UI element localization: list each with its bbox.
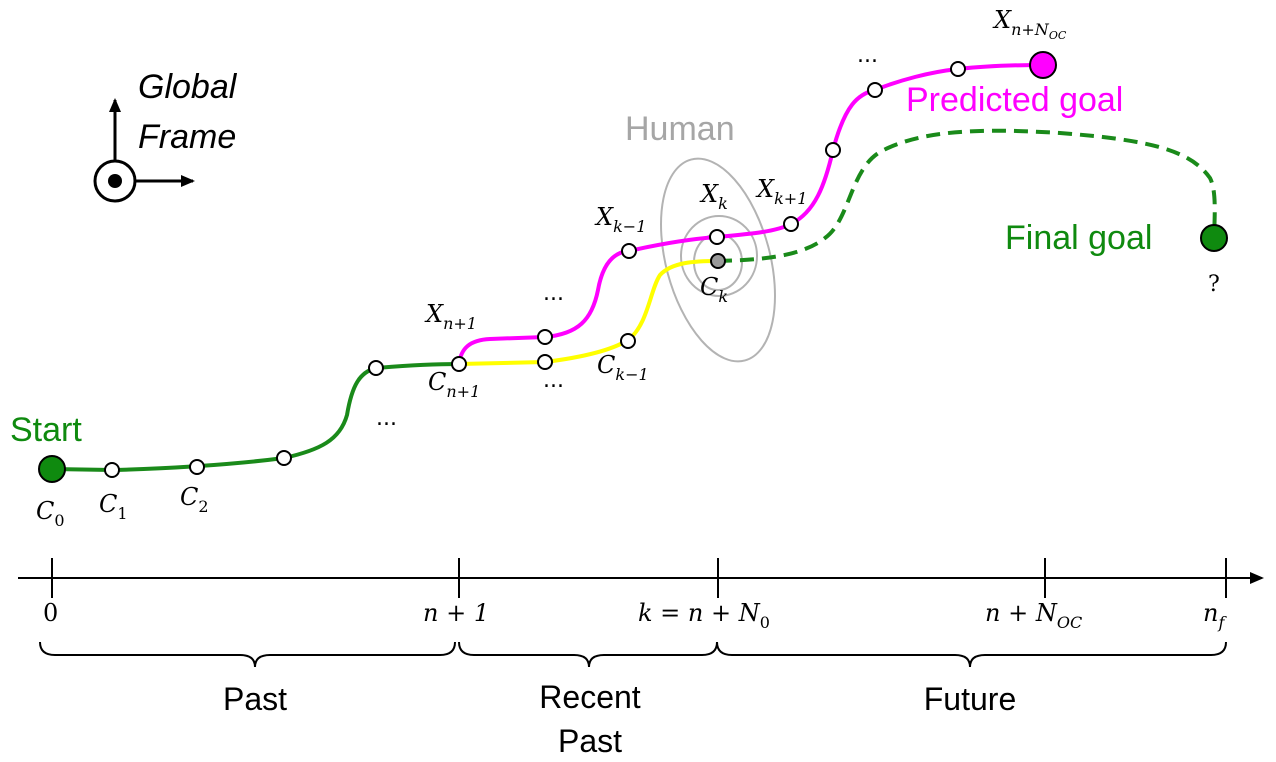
tick-label-k: k = n + N0 bbox=[638, 599, 770, 632]
timeline-axis bbox=[18, 558, 1264, 598]
label-cn1: Cn+1 bbox=[428, 368, 480, 401]
global-frame-label-line2: Frame bbox=[138, 118, 236, 156]
brace-past bbox=[39, 641, 456, 668]
predicted-goal-node bbox=[1029, 51, 1057, 79]
tick-label-n1: n + 1 bbox=[423, 599, 489, 627]
phase-recent-label-line1: Recent bbox=[539, 679, 641, 715]
label-xk: Xk bbox=[699, 180, 728, 213]
node-ck1 bbox=[620, 333, 636, 349]
node-xpred-1 bbox=[825, 142, 841, 158]
node-xkp1 bbox=[783, 216, 799, 232]
label-ck: Ck bbox=[700, 273, 728, 306]
label-c1: C1 bbox=[99, 490, 128, 523]
phase-recent-label-line2: Past bbox=[558, 723, 622, 759]
ellipsis-prediction-mid: ... bbox=[543, 281, 564, 306]
node-past-3 bbox=[276, 450, 292, 466]
predicted-trajectory bbox=[457, 63, 1044, 365]
final-goal-node bbox=[1200, 224, 1228, 252]
node-xpred-2 bbox=[867, 82, 883, 98]
ellipsis-recent: ... bbox=[543, 368, 564, 393]
human-ellipse-middle bbox=[680, 215, 758, 297]
label-xk1: Xk−1 bbox=[594, 203, 646, 236]
tick-label-noc: n + NOC bbox=[985, 599, 1082, 632]
predicted-goal-label: Predicted goal bbox=[906, 81, 1123, 119]
ellipsis-prediction-top: ... bbox=[857, 43, 878, 68]
phase-past-label: Past bbox=[223, 681, 287, 717]
ellipsis-past: ... bbox=[376, 406, 397, 431]
global-frame-label-line1: Global bbox=[138, 68, 238, 106]
label-ck1: Ck−1 bbox=[597, 351, 649, 384]
node-xk bbox=[709, 229, 725, 245]
final-goal-label: Final goal bbox=[1005, 219, 1152, 257]
node-cn1 bbox=[451, 356, 467, 372]
past-trajectory bbox=[51, 362, 460, 473]
tick-label-0: 0 bbox=[43, 599, 58, 627]
tick-label-nf: nf bbox=[1203, 599, 1227, 632]
global-frame-icon bbox=[93, 98, 195, 203]
node-c2 bbox=[189, 459, 205, 475]
node-xk1 bbox=[621, 243, 637, 259]
trajectory-nodes bbox=[104, 61, 966, 478]
recent-past-trajectory bbox=[458, 259, 719, 366]
brace-future bbox=[716, 641, 1227, 668]
human-label: Human bbox=[625, 110, 735, 148]
final-goal-unknown: ? bbox=[1208, 272, 1220, 297]
node-xrecent-1 bbox=[537, 329, 553, 345]
phase-braces bbox=[39, 641, 1227, 668]
label-xn1: Xn+1 bbox=[424, 300, 477, 333]
future-trajectory bbox=[717, 128, 1217, 263]
human-ellipse-outer bbox=[660, 157, 776, 363]
brace-recent bbox=[458, 641, 718, 668]
label-xkp1: Xk+1 bbox=[755, 175, 807, 208]
node-xpred-3 bbox=[950, 61, 966, 77]
phase-future-label: Future bbox=[924, 681, 1016, 717]
node-ck-current bbox=[710, 253, 726, 269]
node-past-4 bbox=[368, 360, 384, 376]
start-label: Start bbox=[10, 411, 82, 449]
node-recent-1 bbox=[537, 354, 553, 370]
label-xnoc: Xn+NOC bbox=[992, 6, 1067, 42]
node-c1 bbox=[104, 462, 120, 478]
start-node bbox=[38, 455, 66, 483]
label-c0: C0 bbox=[36, 497, 65, 530]
label-c2: C2 bbox=[180, 483, 209, 516]
